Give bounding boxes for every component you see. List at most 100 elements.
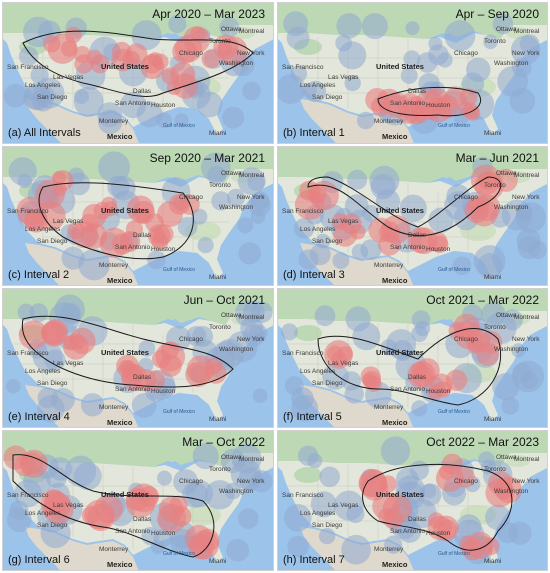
label-houston: Houston	[151, 388, 176, 395]
label-dallas: Dallas	[133, 516, 152, 523]
cool-cluster-circle	[396, 468, 419, 491]
label-los-angeles: Los Angeles	[25, 82, 61, 89]
label-san-diego: San Diego	[37, 522, 68, 529]
cool-cluster-circle	[287, 27, 310, 50]
cool-cluster-circle	[98, 151, 130, 183]
cool-cluster-circle	[406, 21, 420, 35]
cool-cluster-circle	[285, 376, 304, 395]
label-san-antonio: San Antonio	[115, 386, 150, 393]
label-new-york: New York	[512, 50, 540, 57]
panel-date: Oct 2022 – Mar 2023	[426, 435, 539, 449]
label-washington: Washington	[494, 346, 528, 353]
label-mexico: Mexico	[382, 132, 408, 141]
label-san-antonio: San Antonio	[390, 244, 425, 251]
cool-cluster-circle	[528, 241, 547, 260]
label-toronto: Toronto	[484, 466, 506, 473]
label-washington: Washington	[219, 488, 253, 495]
label-houston: Houston	[426, 388, 451, 395]
map-basemap: United States Las Vegas Los Angeles San …	[3, 289, 274, 428]
label-gulf-of-mexico: Gulf of Mexico	[163, 551, 195, 557]
label-mexico: Mexico	[107, 560, 133, 569]
map-panel-interval-3: United States Las Vegas Los Angeles San …	[277, 146, 548, 286]
cool-cluster-circle	[428, 37, 442, 51]
label-montreal: Montreal	[239, 456, 265, 463]
label-mexico: Mexico	[382, 560, 408, 569]
label-washington: Washington	[494, 204, 528, 211]
panel-label: (c) Interval 2	[8, 269, 69, 281]
label-united-states: United States	[101, 206, 149, 215]
label-new-york: New York	[237, 478, 265, 485]
hot-cluster-circle	[295, 190, 325, 220]
label-new-york: New York	[512, 336, 540, 343]
label-montreal: Montreal	[239, 314, 265, 321]
label-washington: Washington	[219, 346, 253, 353]
label-montreal: Montreal	[514, 28, 540, 35]
label-montreal: Montreal	[239, 172, 265, 179]
cool-cluster-circle	[352, 244, 368, 260]
hot-cluster-circle	[41, 322, 64, 345]
map-panel-interval-5: United States Las Vegas Los Angeles San …	[277, 288, 548, 428]
label-mexico: Mexico	[107, 276, 133, 285]
label-united-states: United States	[376, 490, 424, 499]
label-miami: Miami	[209, 558, 226, 565]
label-dallas: Dallas	[408, 516, 427, 523]
label-las-vegas: Las Vegas	[328, 218, 359, 225]
label-san-diego: San Diego	[37, 380, 68, 387]
cool-cluster-circle	[338, 41, 366, 69]
cool-cluster-circle	[62, 247, 85, 270]
cool-cluster-circle	[38, 388, 59, 409]
label-montreal: Montreal	[514, 314, 540, 321]
cool-cluster-circle	[336, 13, 361, 38]
label-chicago: Chicago	[179, 194, 203, 201]
hot-cluster-circle	[202, 50, 221, 69]
cool-cluster-circle	[422, 484, 436, 498]
label-mexico: Mexico	[107, 132, 133, 141]
hot-cluster-circle	[157, 201, 183, 227]
cool-cluster-circle	[65, 456, 96, 487]
label-san-antonio: San Antonio	[115, 100, 150, 107]
cool-cluster-circle	[512, 363, 531, 382]
hot-cluster-circle	[439, 464, 454, 479]
cool-cluster-circle	[333, 252, 350, 269]
label-san-diego: San Diego	[312, 522, 343, 529]
label-dallas: Dallas	[133, 88, 152, 95]
label-san-diego: San Diego	[37, 238, 68, 245]
cool-cluster-circle	[319, 528, 335, 544]
label-toronto: Toronto	[484, 38, 506, 45]
map-panel-interval-2: United States Las Vegas Los Angeles San …	[2, 146, 274, 286]
panel-label: (h) Interval 7	[283, 554, 345, 566]
label-chicago: Chicago	[454, 336, 478, 343]
cool-cluster-circle	[445, 20, 476, 51]
label-los-angeles: Los Angeles	[25, 368, 61, 375]
label-los-angeles: Los Angeles	[25, 226, 61, 233]
label-mexico: Mexico	[107, 418, 133, 427]
label-san-antonio: San Antonio	[390, 386, 425, 393]
label-monterrey: Monterrey	[99, 404, 129, 411]
label-washington: Washington	[494, 488, 528, 495]
label-gulf-of-mexico: Gulf of Mexico	[438, 551, 470, 557]
label-las-vegas: Las Vegas	[53, 74, 84, 81]
label-chicago: Chicago	[454, 50, 478, 57]
cool-cluster-circle	[9, 157, 37, 185]
label-miami: Miami	[209, 274, 226, 281]
cool-cluster-circle	[415, 321, 430, 336]
panel-label: (e) Interval 4	[8, 411, 70, 423]
label-united-states: United States	[376, 62, 424, 71]
label-toronto: Toronto	[209, 324, 231, 331]
cool-cluster-circle	[239, 242, 261, 264]
cool-cluster-circle	[222, 107, 244, 129]
hot-cluster-circle	[460, 88, 478, 106]
label-los-angeles: Los Angeles	[25, 510, 61, 517]
label-chicago: Chicago	[454, 478, 478, 485]
label-miami: Miami	[484, 274, 501, 281]
cool-cluster-circle	[357, 112, 375, 130]
map-basemap: United States Las Vegas Los Angeles San …	[278, 3, 548, 143]
panel-date: Sep 2020 – Mar 2021	[150, 151, 265, 165]
panel-date: Oct 2021 – Mar 2022	[426, 293, 539, 307]
label-monterrey: Monterrey	[374, 404, 404, 411]
cool-cluster-circle	[238, 508, 259, 529]
label-monterrey: Monterrey	[374, 546, 404, 553]
hot-cluster-circle	[187, 355, 215, 383]
label-san-diego: San Diego	[312, 380, 343, 387]
panel-date: Mar – Jun 2021	[456, 151, 539, 165]
